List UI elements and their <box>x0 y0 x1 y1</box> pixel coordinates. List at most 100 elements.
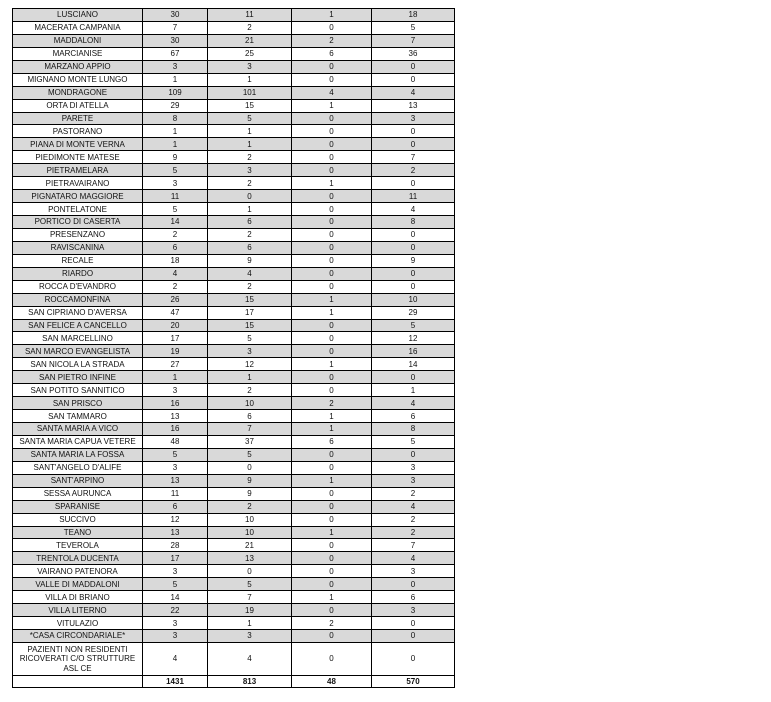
table-row: RAVISCANINA 6 6 0 0 <box>12 240 455 255</box>
municipality-cell: SESSA AURUNCA <box>12 486 143 501</box>
col-2-cell: 1 <box>207 616 292 630</box>
municipality-cell: SANT'ANGELO D'ALIFE <box>12 460 143 475</box>
total-cases-cell: 13 <box>142 525 208 540</box>
table-row: SANT'ARPINO 13 9 1 3 <box>12 473 455 488</box>
col-3-cell: 0 <box>291 499 372 514</box>
col-3-cell: 0 <box>291 551 372 566</box>
municipality-cell: SAN NICOLA LA STRADA <box>12 357 143 372</box>
table-row: SAN NICOLA LA STRADA 27 12 1 14 <box>12 357 455 372</box>
col-4-cell: 0 <box>371 59 455 74</box>
col-3-cell: 0 <box>291 59 372 74</box>
municipality-cell: PIETRAVAIRANO <box>12 176 143 191</box>
col-2-cell: 10 <box>207 525 292 540</box>
col-3-cell: 1 <box>291 590 372 605</box>
col-3-cell: 1 <box>291 8 372 22</box>
table-row: SAN TAMMARO 13 6 1 6 <box>12 409 455 423</box>
col-4-cell: 0 <box>371 72 455 87</box>
municipality-cell: MIGNANO MONTE LUNGO <box>12 72 143 87</box>
col-2-cell: 4 <box>207 266 292 281</box>
col-3-cell: 0 <box>291 629 372 643</box>
table-row: PRESENZANO 2 2 0 0 <box>12 227 455 242</box>
col-4-cell: 4 <box>371 396 455 411</box>
col-2-cell: 21 <box>207 538 292 553</box>
col-4-cell: 0 <box>371 370 455 385</box>
col-2-cell: 6 <box>207 240 292 255</box>
table-row: TEANO 13 10 1 2 <box>12 525 455 540</box>
col-4-cell: 0 <box>371 227 455 242</box>
col-3-cell: 2 <box>291 33 372 48</box>
col-3-cell: 0 <box>291 344 372 359</box>
col-2-cell: 21 <box>207 33 292 48</box>
col-2-cell: 17 <box>207 305 292 320</box>
col-4-cell: 11 <box>371 189 455 204</box>
total-cases-cell: 27 <box>142 357 208 372</box>
table-row: VILLA LITERNO 22 19 0 3 <box>12 603 455 618</box>
col-2-cell: 2 <box>207 383 292 398</box>
table-row: SAN PIETRO INFINE 1 1 0 0 <box>12 370 455 385</box>
municipality-cell: TEVEROLA <box>12 538 143 553</box>
col-4-cell: 9 <box>371 253 455 268</box>
municipality-cell: SAN PIETRO INFINE <box>12 370 143 385</box>
col-2-cell: 2 <box>207 279 292 294</box>
col-2-cell: 1 <box>207 202 292 216</box>
col-3-cell: 1 <box>291 292 372 307</box>
total-cases-cell: 14 <box>142 215 208 229</box>
col-4-cell: 3 <box>371 111 455 126</box>
col-3-cell: 0 <box>291 512 372 527</box>
col-4-cell: 4 <box>371 551 455 566</box>
col-4-cell: 8 <box>371 422 455 436</box>
municipality-cell: LUSCIANO <box>12 8 143 22</box>
municipality-cell: VAIRANO PATENORA <box>12 564 143 579</box>
col-4-cell: 12 <box>371 331 455 346</box>
col-2-cell: 3 <box>207 59 292 74</box>
totals-row: 1431 813 48 570 <box>12 674 455 688</box>
col-2-cell: 5 <box>207 331 292 346</box>
municipality-cell: PRESENZANO <box>12 227 143 242</box>
col-2-cell: 1 <box>207 124 292 139</box>
col-2-cell: 2 <box>207 176 292 191</box>
col-4-cell: 2 <box>371 512 455 527</box>
col-2-cell: 7 <box>207 422 292 436</box>
municipality-cell: VITULAZIO <box>12 616 143 630</box>
total-cases-cell: 13 <box>142 473 208 488</box>
col-2-cell: 15 <box>207 292 292 307</box>
table-row: MONDRAGONE 109 101 4 4 <box>12 85 455 100</box>
col-3-cell: 4 <box>291 85 372 100</box>
municipality-cell: PIEDIMONTE MATESE <box>12 150 143 165</box>
col-2-cell: 2 <box>207 499 292 514</box>
col-3-cell: 0 <box>291 111 372 126</box>
municipality-cell: PORTICO DI CASERTA <box>12 215 143 229</box>
municipality-cell: SAN MARCO EVANGELISTA <box>12 344 143 359</box>
table-row: PIGNATARO MAGGIORE 11 0 0 11 <box>12 189 455 204</box>
table-row: ROCCA D'EVANDRO 2 2 0 0 <box>12 279 455 294</box>
total-cases-cell: 3 <box>142 564 208 579</box>
table-row: PIETRAMELARA 5 3 0 2 <box>12 163 455 178</box>
municipality-cell: TEANO <box>12 525 143 540</box>
col-3-cell: 1 <box>291 98 372 113</box>
col-4-cell: 16 <box>371 344 455 359</box>
col-2-cell: 0 <box>207 460 292 475</box>
col-4-cell: 6 <box>371 409 455 423</box>
municipality-cell: MACERATA CAMPANIA <box>12 20 143 35</box>
total-cases-cell: 5 <box>142 447 208 462</box>
col-4-cell: 1 <box>371 383 455 398</box>
total-cases-cell: 3 <box>142 59 208 74</box>
table-row: SAN POTITO SANNITICO 3 2 0 1 <box>12 383 455 398</box>
total-cases-cell: 3 <box>142 616 208 630</box>
col-3-cell: 0 <box>291 253 372 268</box>
table-row: SAN FELICE A CANCELLO 20 15 0 5 <box>12 318 455 333</box>
table-row: SUCCIVO 12 10 0 2 <box>12 512 455 527</box>
col-4-cell: 29 <box>371 305 455 320</box>
col-4-cell: 3 <box>371 473 455 488</box>
col-3-cell: 1 <box>291 473 372 488</box>
table-row: ORTA DI ATELLA 29 15 1 13 <box>12 98 455 113</box>
total-cases-cell: 67 <box>142 46 208 61</box>
table-row: SANTA MARIA LA FOSSA 5 5 0 0 <box>12 447 455 462</box>
col-4-cell: 7 <box>371 150 455 165</box>
table-row: VILLA DI BRIANO 14 7 1 6 <box>12 590 455 605</box>
col-2-cell: 101 <box>207 85 292 100</box>
municipality-cell: SANTA MARIA A VICO <box>12 422 143 436</box>
total-cases-cell: 4 <box>142 266 208 281</box>
col-2-cell: 0 <box>207 189 292 204</box>
table-row: VITULAZIO 3 1 2 0 <box>12 616 455 630</box>
